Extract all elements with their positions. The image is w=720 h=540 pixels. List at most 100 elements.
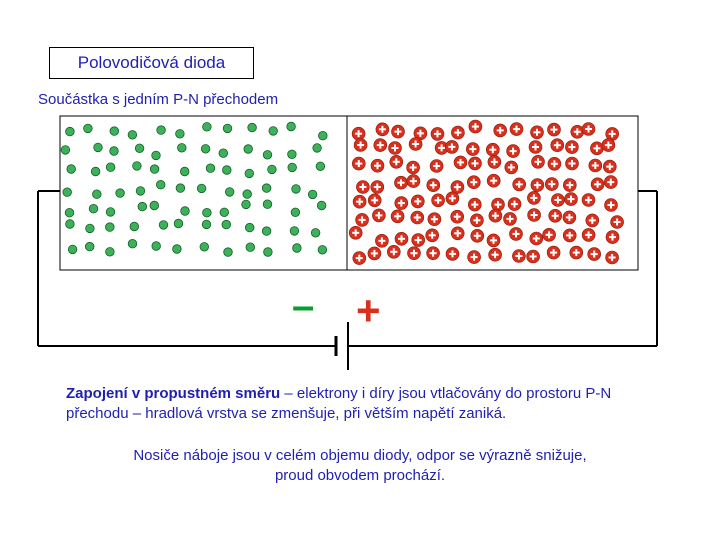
hole <box>528 140 543 154</box>
hole <box>408 137 423 151</box>
hole <box>562 178 577 192</box>
electron <box>64 207 75 218</box>
electron <box>202 207 212 218</box>
hole <box>426 246 440 260</box>
electron <box>244 168 255 179</box>
hole <box>356 180 370 194</box>
electron <box>132 161 142 171</box>
hole <box>602 159 617 174</box>
hole <box>605 250 619 265</box>
electron <box>129 221 140 232</box>
electron <box>199 242 210 252</box>
hole <box>581 228 596 242</box>
hole <box>590 177 605 192</box>
hole <box>512 249 526 263</box>
hole <box>445 247 460 261</box>
hole <box>506 144 520 158</box>
electron <box>105 207 116 217</box>
electron <box>222 123 233 134</box>
hole <box>394 175 408 190</box>
hole <box>434 141 449 155</box>
hole <box>547 122 561 137</box>
electron <box>315 161 326 172</box>
electron <box>88 203 99 214</box>
positive-sign: + <box>356 287 381 334</box>
hole <box>527 191 541 205</box>
hole <box>590 141 604 156</box>
electron <box>290 207 301 218</box>
hole <box>562 228 577 243</box>
hole <box>570 125 585 139</box>
hole <box>546 245 561 260</box>
hole <box>406 160 420 175</box>
electron <box>67 244 78 255</box>
electron <box>219 207 230 218</box>
hole <box>352 194 367 209</box>
electron <box>109 126 120 136</box>
hole <box>550 138 565 152</box>
hole <box>355 213 369 227</box>
hole <box>467 197 482 212</box>
electron <box>90 166 101 177</box>
electron <box>245 242 256 252</box>
electron <box>262 150 273 160</box>
hole <box>394 232 409 246</box>
hole <box>370 180 385 194</box>
hole <box>353 138 368 152</box>
hole <box>581 122 596 136</box>
electron <box>60 145 71 155</box>
circuit-wires <box>37 190 658 347</box>
electron <box>243 144 253 154</box>
electron <box>155 179 166 190</box>
hole <box>531 155 545 169</box>
hole <box>348 226 363 240</box>
electron <box>109 146 119 156</box>
hole <box>427 212 442 226</box>
electron <box>135 186 146 196</box>
hole <box>451 125 465 140</box>
electron <box>201 219 212 230</box>
electron <box>177 143 187 153</box>
hole <box>351 126 366 141</box>
hole <box>431 193 445 208</box>
hole <box>529 231 544 246</box>
electron <box>149 200 160 211</box>
hole <box>486 173 501 188</box>
electron <box>85 223 95 234</box>
hole <box>388 141 402 155</box>
hole <box>530 178 545 192</box>
electron <box>200 144 211 154</box>
hole <box>491 197 505 212</box>
hole <box>413 126 428 141</box>
electron <box>134 143 145 154</box>
hole <box>389 155 404 169</box>
electron <box>151 241 161 251</box>
hole <box>512 177 527 192</box>
electron <box>316 200 327 211</box>
hole <box>581 193 596 207</box>
electron <box>267 164 277 175</box>
electron <box>65 126 75 137</box>
electron <box>175 129 185 139</box>
hole <box>390 209 405 224</box>
hole <box>375 122 390 137</box>
electron <box>175 183 186 193</box>
hole <box>426 178 441 192</box>
electron <box>173 218 184 229</box>
hole <box>542 228 556 242</box>
hole <box>394 196 409 210</box>
electron <box>292 243 302 253</box>
hole <box>430 127 445 141</box>
hole <box>470 213 484 228</box>
electron <box>66 164 76 174</box>
hole <box>551 193 565 207</box>
hole <box>450 180 465 194</box>
hole <box>544 177 559 191</box>
electron <box>115 188 125 198</box>
hole <box>604 198 618 212</box>
n-region-electrons <box>60 121 328 257</box>
hole <box>547 157 562 171</box>
electron <box>149 164 160 174</box>
hole <box>569 245 584 260</box>
